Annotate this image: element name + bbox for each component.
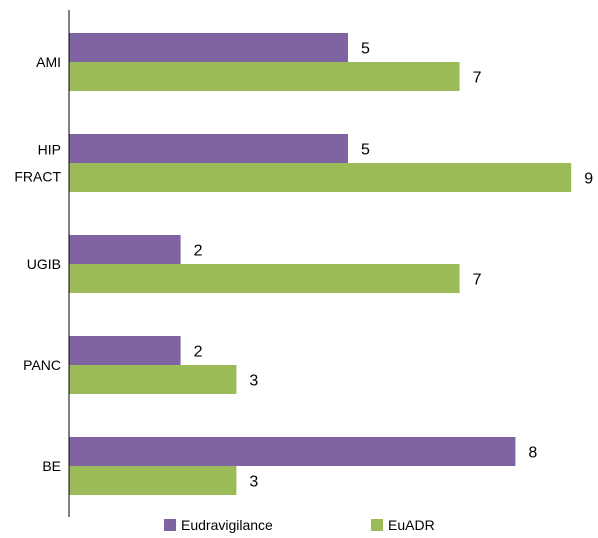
category-label-ugib: UGIB — [27, 256, 61, 272]
category-label-fract: FRACT — [14, 169, 61, 185]
category-label-hip: HIP — [38, 142, 61, 158]
bar-eudravigilance-ugib — [69, 235, 181, 264]
data-label-eudravigilance-ugib: 2 — [194, 243, 203, 260]
bar-eudravigilance-be — [69, 437, 516, 466]
data-label-eudravigilance-be: 8 — [528, 445, 537, 462]
category-label-be: BE — [42, 458, 61, 474]
legend-swatch-eudravigilance — [164, 519, 176, 531]
category-label-panc: PANC — [23, 357, 61, 373]
bar-euadr-panc — [69, 365, 237, 394]
bar-euadr-be — [69, 466, 237, 495]
legend-swatch-euadr — [371, 519, 383, 531]
data-label-eudravigilance-hip-fract: 5 — [361, 142, 370, 159]
legend-label-euadr: EuADR — [388, 517, 435, 533]
value-labels-group: 5 7 5 9 2 7 2 3 8 3 — [194, 41, 594, 491]
bars-group — [69, 33, 572, 495]
bar-euadr-ugib — [69, 264, 460, 293]
legend: Eudravigilance EuADR — [164, 517, 435, 533]
data-label-euadr-hip-fract: 9 — [584, 171, 593, 188]
data-label-euadr-be: 3 — [249, 474, 258, 491]
bar-eudravigilance-ami — [69, 33, 348, 62]
data-label-euadr-ugib: 7 — [473, 272, 482, 289]
data-label-euadr-ami: 7 — [473, 70, 482, 87]
bar-euadr-ami — [69, 62, 460, 91]
bar-eudravigilance-hip-fract — [69, 134, 348, 163]
data-label-eudravigilance-ami: 5 — [361, 41, 370, 58]
category-labels-group: AMI HIP FRACT UGIB PANC BE — [14, 54, 61, 474]
data-label-euadr-panc: 3 — [249, 373, 258, 390]
data-label-eudravigilance-panc: 2 — [194, 344, 203, 361]
legend-label-eudravigilance: Eudravigilance — [181, 517, 273, 533]
category-label-ami: AMI — [36, 54, 61, 70]
bar-eudravigilance-panc — [69, 336, 181, 365]
bar-euadr-hip-fract — [69, 163, 572, 192]
